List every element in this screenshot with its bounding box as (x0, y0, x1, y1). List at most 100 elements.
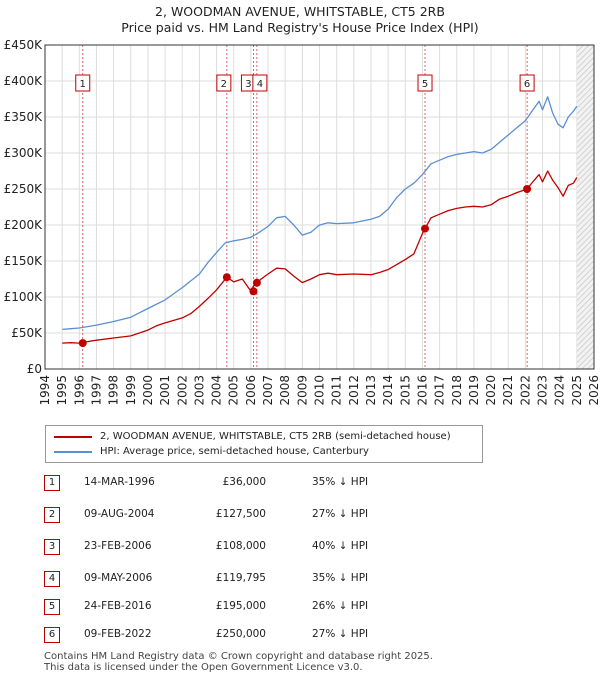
plot-frame (44, 44, 595, 370)
sale-label-text: 4 (257, 79, 263, 90)
x-tick-label: 2024 (553, 375, 567, 406)
x-tick-label: 2012 (347, 375, 361, 406)
x-tick-label: 2018 (450, 375, 464, 406)
sale-point-6 (523, 185, 532, 193)
x-tick-label: 2011 (330, 375, 344, 406)
x-tick-label: 1996 (72, 375, 86, 406)
sale-label-1: 1 (75, 74, 91, 92)
title-line-2: Price paid vs. HM Land Registry's House … (121, 20, 479, 35)
x-tick-label: 2014 (381, 375, 395, 406)
chart-title: 2, WOODMAN AVENUE, WHITSTABLE, CT5 2RB P… (0, 4, 600, 36)
footer-licence: This data is licensed under the Open Gov… (44, 662, 363, 673)
sale-hpi-diff: 27% ↓ HPI (312, 628, 369, 640)
table-row: 4 09-MAY-2006 £119,795 35% ↓ HPI (44, 569, 404, 589)
y-tick-label: £50K (11, 326, 43, 340)
x-tick-label: 2006 (244, 375, 258, 406)
sale-number: 1 (44, 475, 60, 491)
sale-label-box (252, 74, 268, 92)
x-axis: 1994 1995 1996 1997 1998 1999 2000 2001 2002 2003… (38, 375, 600, 406)
x-tick-label: 2025 (570, 375, 584, 406)
x-tick-label: 2004 (210, 375, 224, 406)
sale-number: 6 (44, 627, 60, 643)
sale-marker-lines (82, 45, 528, 369)
sale-date: 09-FEB-2022 (84, 628, 152, 640)
legend-swatch-hpi (54, 451, 92, 453)
sale-label-text: 3 (245, 79, 251, 90)
x-tick-label: 2016 (415, 375, 429, 406)
sale-number: 4 (44, 571, 60, 587)
y-tick-label: £400K (4, 74, 44, 88)
sale-date: 09-AUG-2004 (84, 508, 155, 520)
x-tick-label: 2009 (295, 375, 309, 406)
x-tick-label: 2005 (227, 375, 241, 406)
table-row: 5 24-FEB-2016 £195,000 26% ↓ HPI (44, 597, 404, 617)
x-tick-label: 2023 (536, 375, 550, 406)
sale-price: £195,000 (215, 600, 266, 612)
future-shade-area (576, 45, 594, 369)
sale-point-5 (421, 224, 430, 233)
sale-date: 14-MAR-1996 (84, 476, 155, 488)
x-tick-label: 2008 (278, 375, 292, 406)
sale-number: 5 (44, 599, 60, 615)
x-tick-label: 1997 (89, 375, 103, 406)
x-tick-label: 2002 (175, 375, 189, 406)
sale-point-1 (78, 339, 87, 348)
sale-hpi-diff: 27% ↓ HPI (312, 508, 369, 520)
y-tick-label: £450K (4, 38, 44, 52)
sale-label-box (519, 74, 535, 92)
sale-price: £250,000 (215, 628, 266, 640)
title-line-1: 2, WOODMAN AVENUE, WHITSTABLE, CT5 2RB (155, 4, 445, 19)
grid (44, 44, 595, 370)
sale-hpi-diff: 35% ↓ HPI (312, 476, 369, 488)
sale-date: 09-MAY-2006 (84, 572, 153, 584)
sale-hpi-diff: 26% ↓ HPI (312, 600, 369, 612)
x-tick-label: 2000 (141, 375, 155, 406)
sale-number: 3 (44, 539, 60, 555)
x-tick-label: 2017 (433, 375, 447, 406)
sale-label-box (75, 74, 91, 92)
footer: Contains HM Land Registry data © Crown c… (44, 651, 433, 673)
y-tick-label: £350K (4, 110, 44, 124)
legend: 2, WOODMAN AVENUE, WHITSTABLE, CT5 2RB (… (45, 425, 483, 463)
y-tick-label: £250K (4, 182, 44, 196)
legend-swatch-property (54, 436, 92, 438)
y-tick-label: £300K (4, 146, 44, 160)
y-tick-label: £200K (4, 218, 44, 232)
sale-date: 24-FEB-2016 (84, 600, 152, 612)
x-tick-label: 1994 (38, 375, 52, 406)
x-tick-label: 2020 (484, 375, 498, 406)
x-tick-label: 1998 (107, 375, 121, 406)
table-row: 6 09-FEB-2022 £250,000 27% ↓ HPI (44, 625, 404, 645)
x-tick-label: 2026 (587, 375, 600, 406)
sale-label-6: 6 (519, 74, 535, 92)
table-row: 3 23-FEB-2006 £108,000 40% ↓ HPI (44, 537, 404, 557)
sale-price: £127,500 (215, 508, 266, 520)
y-tick-label: £100K (4, 290, 44, 304)
legend-label-hpi: HPI: Average price, semi-detached house,… (100, 446, 369, 457)
x-tick-label: 2007 (261, 375, 275, 406)
x-tick-label: 1995 (55, 375, 69, 406)
sale-price: £36,000 (222, 476, 266, 488)
sale-hpi-diff: 35% ↓ HPI (312, 572, 369, 584)
sale-label-5: 5 (417, 74, 433, 92)
sale-label-text: 2 (221, 79, 227, 90)
sale-points (78, 185, 532, 348)
sale-price: £119,795 (215, 572, 266, 584)
x-tick-label: 2022 (518, 375, 532, 406)
x-tick-label: 2003 (192, 375, 206, 406)
sale-label-text: 1 (80, 79, 86, 90)
future-shade (576, 45, 594, 369)
x-tick-label: 2010 (313, 375, 327, 406)
table-row: 2 09-AUG-2004 £127,500 27% ↓ HPI (44, 505, 404, 525)
sale-label-2: 2 (216, 74, 232, 92)
footer-copyright: Contains HM Land Registry data © Crown c… (44, 651, 433, 662)
table-row: 1 14-MAR-1996 £36,000 35% ↓ HPI (44, 473, 404, 493)
y-tick-label: £150K (4, 254, 44, 268)
sale-label-4: 4 (252, 74, 268, 92)
y-axis: £0 £50K £100K £150K £200K £250K £300K £350K £400… (4, 38, 44, 376)
x-tick-label: 2021 (501, 375, 515, 406)
sale-number: 2 (44, 507, 60, 523)
sale-point-3 (249, 287, 258, 296)
